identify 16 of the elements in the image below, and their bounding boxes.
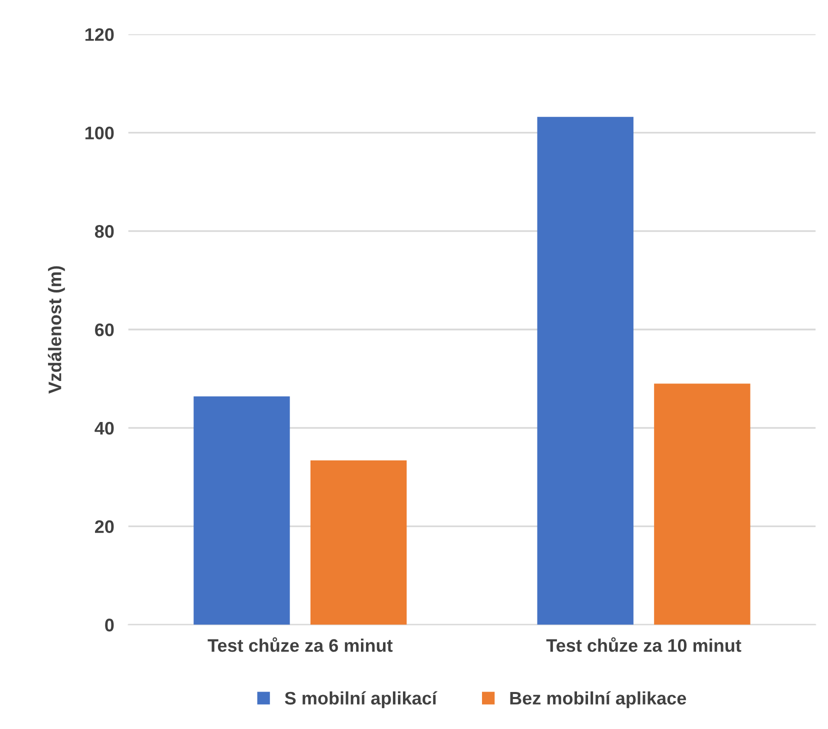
bar (310, 460, 407, 625)
legend-label: Bez mobilní aplikace (510, 691, 686, 708)
bar (194, 396, 290, 625)
y-tick-label: 120 (85, 28, 114, 41)
y-tick-label: 20 (94, 520, 114, 534)
legend-label: S mobilní aplikací (284, 691, 438, 708)
bar (537, 116, 634, 625)
y-tick-label: 80 (94, 225, 114, 238)
y-axis-title: Vzdálenost (m) (48, 266, 65, 394)
x-tick-label: Test chůze za 10 minut (546, 637, 742, 652)
bar (654, 384, 750, 625)
x-tick-label: Test chůze za 6 minut (208, 637, 393, 652)
y-tick-label: 100 (85, 126, 114, 140)
y-tick-label: 40 (94, 422, 114, 435)
y-tick-label: 60 (95, 323, 114, 336)
y-tick-label: 0 (105, 618, 114, 632)
